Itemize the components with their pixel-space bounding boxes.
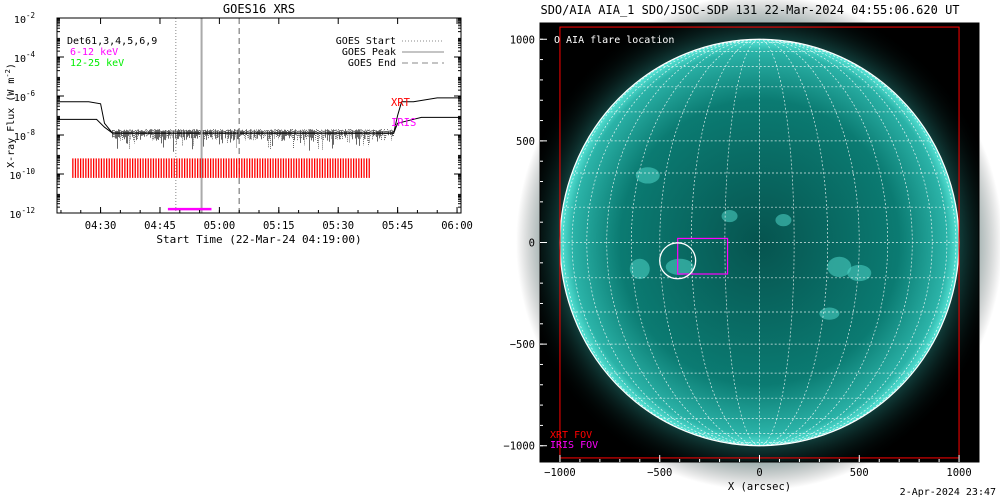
iris-fov-box: [677, 237, 729, 275]
y-tick-label: 10-2: [14, 11, 35, 26]
x-tick-label: 05:30: [322, 220, 354, 232]
footer-timestamp: 2-Apr-2024 23:47: [899, 487, 996, 498]
x-tick-label: 04:30: [85, 220, 117, 232]
aia-x-tick-label: 0: [756, 467, 762, 479]
legend-goes-marker: GOES Peak: [342, 47, 396, 58]
goes-title: GOES16 XRS: [223, 2, 295, 16]
y-tick-label: 10-10: [9, 167, 35, 182]
aia-x-tick-label: −500: [647, 467, 672, 479]
aia-y-tick-label: 1000: [510, 34, 535, 46]
goes-series-2: [57, 116, 461, 134]
goes-xlabel: Start Time (22-Mar-24 04:19:00): [156, 233, 361, 246]
aia-x-tick-label: 500: [850, 467, 869, 479]
legend-energy-band: 6-12 keV: [70, 47, 118, 58]
y-tick-label: 10-12: [9, 206, 35, 221]
aia-y-tick-label: −1000: [503, 441, 535, 453]
aia-y-tick-label: −500: [510, 339, 535, 351]
aia-xlabel: X (arcsec): [728, 481, 791, 493]
y-tick-label: 10-4: [14, 50, 36, 65]
aia-flare-location-circle: [659, 242, 697, 280]
aia-y-tick-label: 500: [516, 136, 535, 148]
aia-legend: O AIA flare location: [554, 35, 674, 46]
legend-goes-marker: GOES Start: [336, 36, 396, 47]
y-tick-label: 10-8: [14, 128, 36, 143]
legend-goes-marker: GOES End: [348, 58, 396, 69]
legend-energy-band: 12-25 keV: [70, 58, 124, 69]
aia-active-regions: [629, 167, 872, 320]
instrument-label: IRIS: [391, 117, 416, 129]
goes-ylabel: X-ray Flux (W m-2): [4, 63, 17, 168]
aia-image-panel: SDO/AIA AIA_1 SDO/JSOC-SDP 131 22-Mar-20…: [503, 0, 1000, 493]
xrt-coverage: [72, 158, 370, 178]
y-tick-label: 10-6: [14, 89, 36, 104]
x-tick-label: 05:45: [382, 220, 414, 232]
aia-x-tick-label: −1000: [544, 467, 576, 479]
goes-noise-band: [112, 129, 394, 152]
x-tick-label: 06:00: [441, 220, 473, 232]
instrument-label: XRT: [391, 97, 411, 109]
legend-detectors: Det61,3,4,5,6,9: [67, 36, 157, 47]
x-tick-label: 04:45: [144, 220, 176, 232]
fov-label: IRIS FOV: [550, 440, 598, 451]
x-tick-label: 05:15: [263, 220, 295, 232]
goes-xrs-chart: GOES16 XRS 04:30 04:45 05:00 05:15 05:30 05:45…: [4, 2, 473, 246]
aia-coordinate-grid: [559, 39, 960, 446]
fov-label: XRT FOV: [550, 430, 592, 441]
aia-x-tick-label: 1000: [946, 467, 971, 479]
aia-y-tick-label: 0: [529, 238, 535, 250]
x-tick-label: 05:00: [204, 220, 236, 232]
